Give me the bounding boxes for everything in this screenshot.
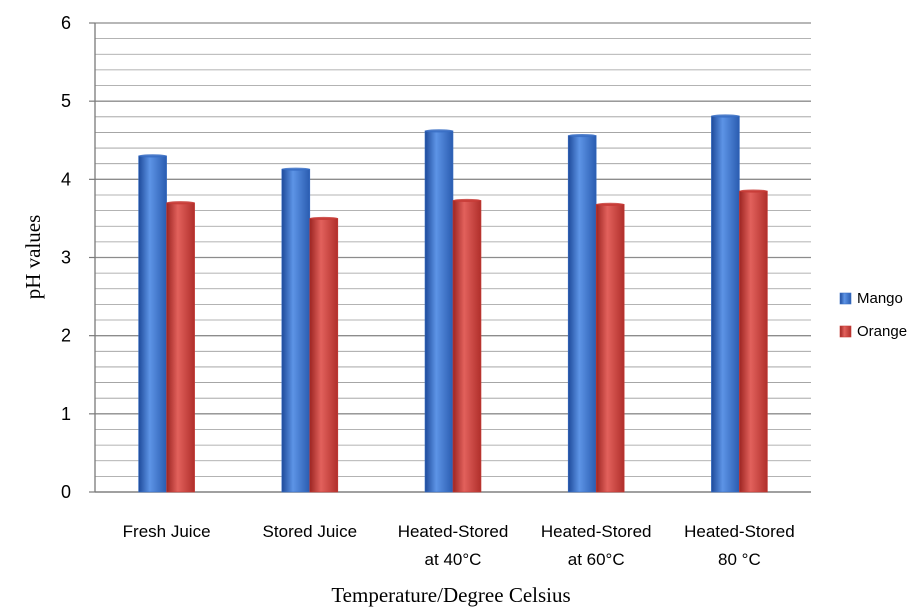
- x-category-label: Stored Juice: [263, 522, 358, 541]
- x-category-label: 80 °C: [718, 550, 761, 569]
- bar-mango: [567, 133, 597, 493]
- bar-top: [711, 114, 740, 118]
- legend-swatch: [839, 292, 852, 305]
- bar-top: [596, 202, 625, 206]
- x-category-label: at 60°C: [568, 550, 625, 569]
- x-category-label: Heated-Stored: [684, 522, 795, 541]
- bar-orange: [452, 198, 482, 493]
- x-category-label: Fresh Juice: [123, 522, 211, 541]
- legend-label: Orange: [857, 323, 907, 340]
- x-category-label: Heated-Stored: [541, 522, 652, 541]
- legend: Mango Orange: [839, 290, 907, 340]
- bar-top: [425, 129, 453, 133]
- bar-body: [281, 168, 311, 493]
- x-category-labels: Fresh Juice Stored Juice Heated-Stored at 4…: [123, 522, 795, 569]
- y-tick-label: 4: [61, 169, 71, 189]
- bar-mango: [424, 129, 454, 493]
- bar-top: [166, 201, 195, 205]
- bar-body: [166, 202, 195, 493]
- bar-orange: [309, 216, 339, 493]
- y-tick-label: 2: [61, 326, 71, 346]
- bar-mango: [711, 114, 740, 493]
- legend-item-mango: Mango: [839, 290, 903, 307]
- x-category-label: Heated-Stored: [398, 522, 509, 541]
- legend-label: Mango: [857, 290, 903, 307]
- x-axis-title: Temperature/Degree Celsius: [331, 583, 570, 607]
- y-tick-label: 6: [61, 13, 71, 33]
- legend-swatch: [839, 325, 852, 338]
- y-tick-label: 5: [61, 91, 71, 111]
- bar-body: [138, 155, 167, 493]
- bar-body: [595, 204, 625, 493]
- x-category-label: at 40°C: [425, 550, 482, 569]
- bar-body: [309, 218, 339, 493]
- bar-mango: [281, 167, 311, 493]
- bar-orange: [595, 202, 625, 493]
- y-tick-labels: 0 1 2 3 4 5 6: [61, 13, 71, 502]
- bars: [138, 114, 768, 493]
- bar-top: [568, 133, 597, 138]
- bar-top: [453, 198, 481, 203]
- y-axis-title: pH values: [21, 215, 45, 300]
- legend-item-orange: Orange: [839, 323, 907, 340]
- bar-orange: [166, 201, 195, 493]
- y-tick-label: 1: [61, 404, 71, 424]
- bar-orange: [739, 189, 768, 493]
- y-tick-label: 0: [61, 482, 71, 502]
- bar-top: [309, 216, 338, 221]
- bar-body: [424, 130, 454, 493]
- bar-top: [281, 167, 310, 171]
- bar-mango: [138, 154, 167, 493]
- bar-top: [739, 189, 768, 193]
- bar-body: [452, 200, 482, 493]
- bar-top: [138, 154, 167, 158]
- y-tick-label: 3: [61, 248, 71, 268]
- bar-body: [739, 190, 768, 493]
- bar-body: [711, 115, 740, 493]
- bar-body: [567, 135, 597, 493]
